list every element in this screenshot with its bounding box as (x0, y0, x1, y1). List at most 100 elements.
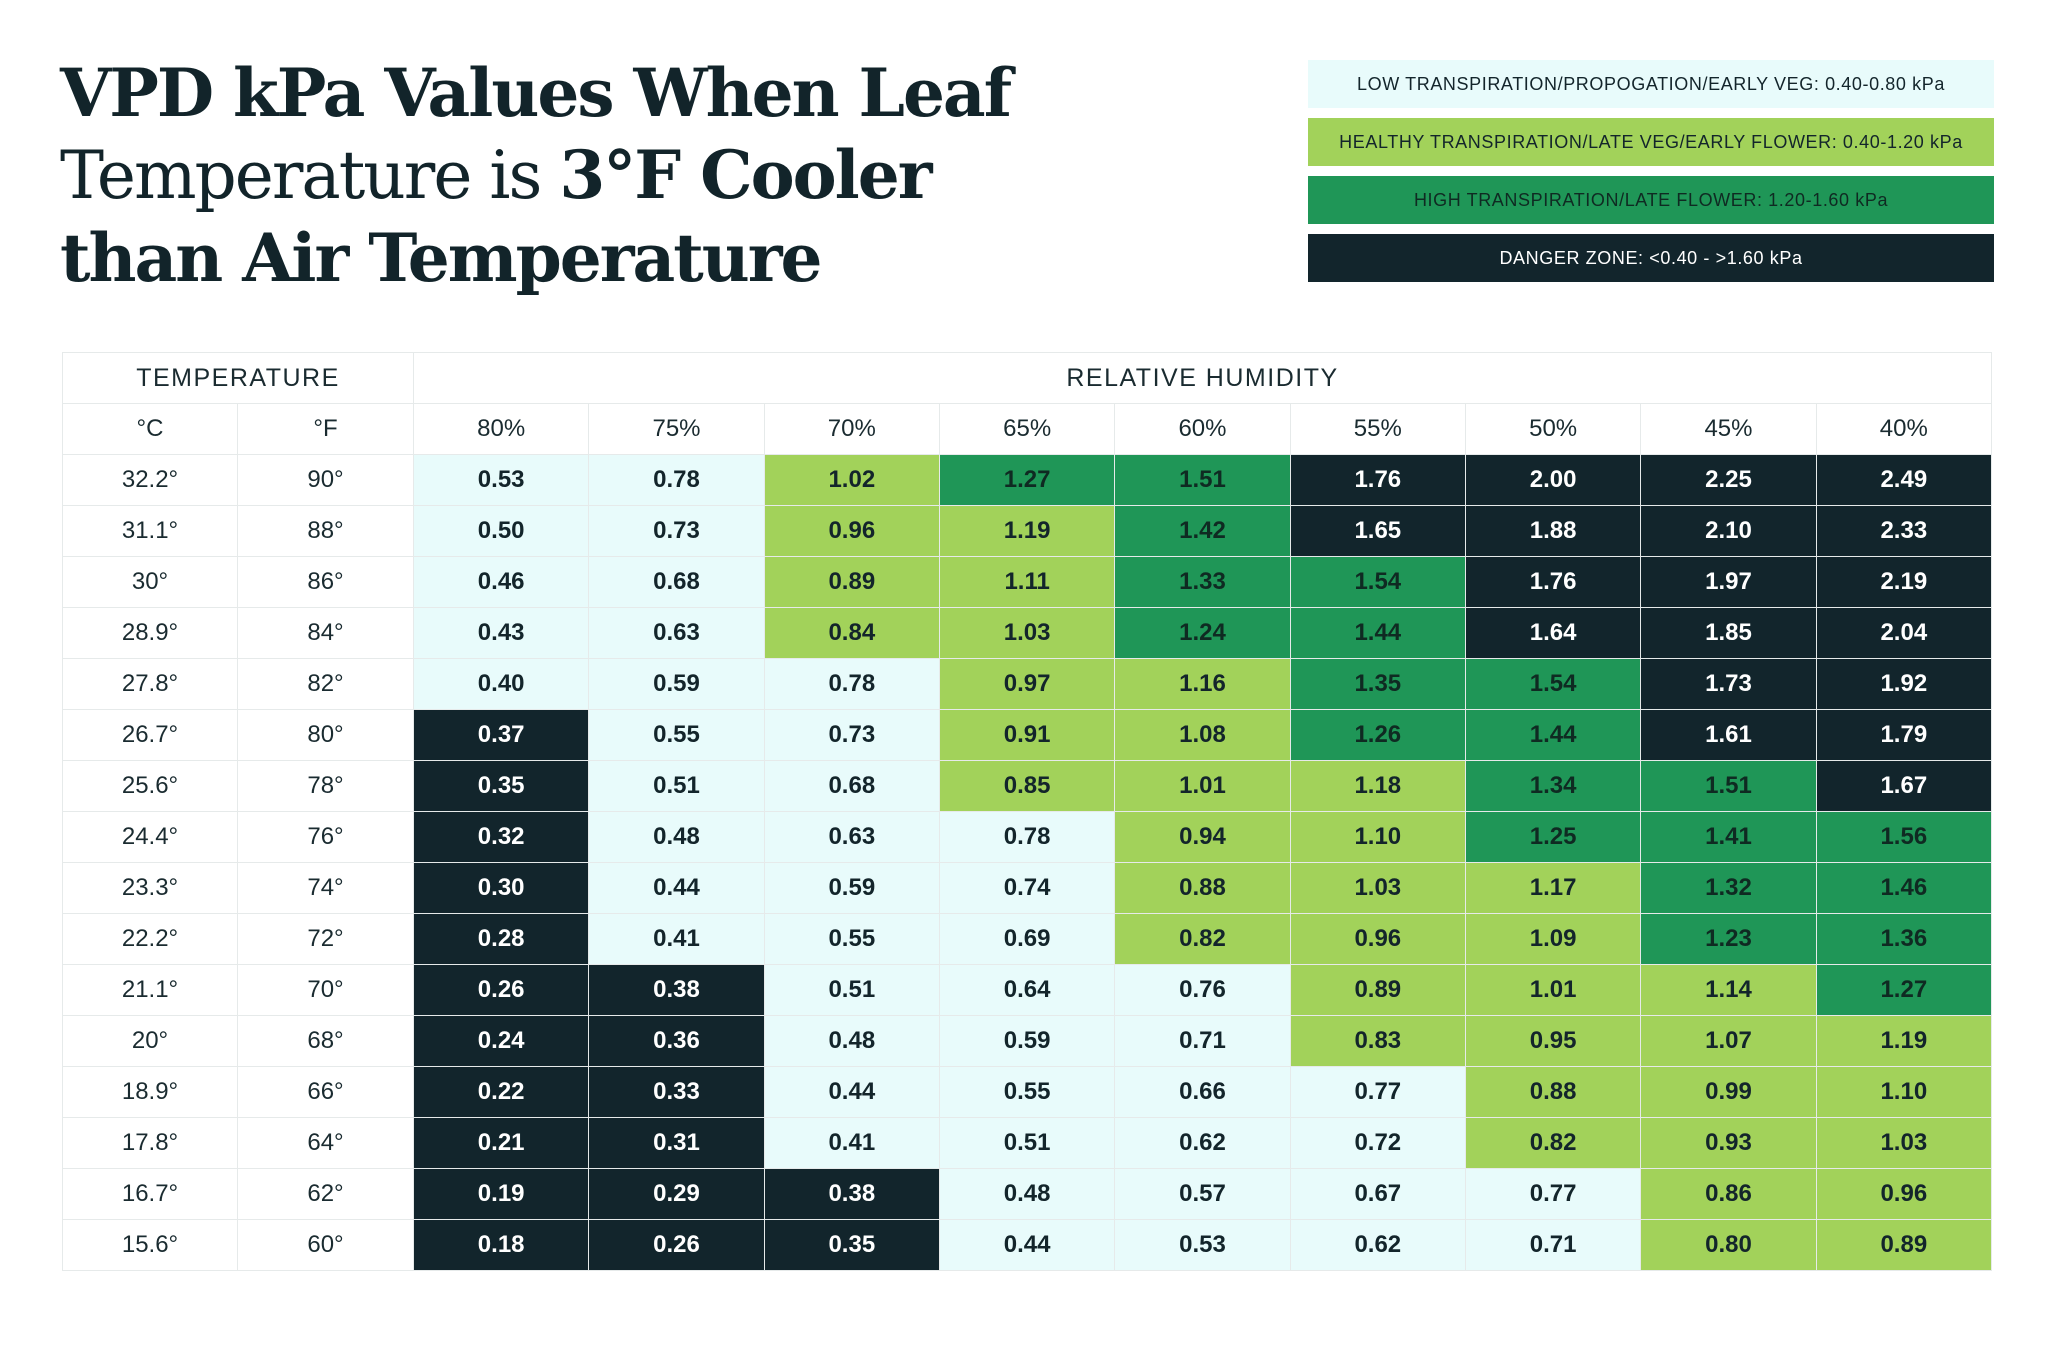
vpd-cell: 0.38 (763, 1168, 940, 1220)
table-row: 15.6° 60° 0.18 0.26 0.35 0.44 0.53 0.62 0.71 0.80… (62, 1219, 1993, 1271)
vpd-cell: 0.63 (588, 607, 765, 659)
vpd-cell: 0.68 (588, 556, 765, 608)
humidity-label: 55% (1289, 403, 1466, 455)
temp-fahrenheit: 62° (237, 1168, 414, 1220)
vpd-cell: 1.26 (1289, 709, 1466, 761)
vpd-cell: 0.86 (1640, 1168, 1817, 1220)
vpd-cell: 1.41 (1640, 811, 1817, 863)
vpd-cell: 0.55 (938, 1066, 1116, 1118)
vpd-cell: 2.49 (1815, 454, 1993, 506)
vpd-cell: 0.41 (588, 913, 765, 965)
table-row: 22.2° 72° 0.28 0.41 0.55 0.69 0.82 0.96 1.09 1.23… (62, 913, 1993, 965)
vpd-cell: 1.51 (1640, 760, 1817, 812)
vpd-cell: 0.59 (938, 1015, 1116, 1067)
vpd-cell: 1.09 (1464, 913, 1642, 965)
vpd-cell: 1.61 (1640, 709, 1817, 761)
temp-fahrenheit: 60° (237, 1219, 414, 1271)
vpd-cell: 0.78 (763, 658, 940, 710)
vpd-cell: 1.56 (1815, 811, 1993, 863)
temp-celsius: 18.9° (62, 1066, 238, 1118)
vpd-table: TEMPERATURE RELATIVE HUMIDITY °C °F 80% 7… (62, 352, 1993, 1271)
vpd-cell: 0.94 (1114, 811, 1291, 863)
vpd-cell: 1.02 (763, 454, 940, 506)
temp-celsius: 31.1° (62, 505, 238, 557)
vpd-cell: 1.01 (1114, 760, 1291, 812)
vpd-cell: 0.62 (1289, 1219, 1466, 1271)
vpd-cell: 0.26 (412, 964, 590, 1016)
vpd-cell: 0.44 (763, 1066, 940, 1118)
temp-celsius: 26.7° (62, 709, 238, 761)
vpd-cell: 1.32 (1640, 862, 1817, 914)
temp-celsius: 27.8° (62, 658, 238, 710)
vpd-cell: 1.64 (1464, 607, 1642, 659)
vpd-cell: 0.82 (1464, 1117, 1642, 1169)
temp-fahrenheit: 78° (237, 760, 414, 812)
vpd-cell: 0.41 (763, 1117, 940, 1169)
vpd-cell: 1.19 (1815, 1015, 1993, 1067)
humidity-label: 65% (938, 403, 1116, 455)
table-row: 21.1° 70° 0.26 0.38 0.51 0.64 0.76 0.89 1.01 1.14… (62, 964, 1993, 1016)
vpd-cell: 0.21 (412, 1117, 590, 1169)
vpd-cell: 0.96 (1289, 913, 1466, 965)
vpd-cell: 1.11 (938, 556, 1116, 608)
vpd-cell: 1.19 (938, 505, 1116, 557)
vpd-cell: 0.91 (938, 709, 1116, 761)
vpd-cell: 0.95 (1464, 1015, 1642, 1067)
vpd-cell: 0.50 (412, 505, 590, 557)
temp-fahrenheit: 80° (237, 709, 414, 761)
vpd-cell: 0.64 (938, 964, 1116, 1016)
table-row: 18.9° 66° 0.22 0.33 0.44 0.55 0.66 0.77 0.88 0.99… (62, 1066, 1993, 1118)
table-row: 20° 68° 0.24 0.36 0.48 0.59 0.71 0.83 0.95 1.07 1.… (62, 1015, 1993, 1067)
vpd-cell: 1.88 (1464, 505, 1642, 557)
vpd-cell: 1.36 (1815, 913, 1993, 965)
vpd-cell: 0.69 (938, 913, 1116, 965)
vpd-cell: 1.79 (1815, 709, 1993, 761)
vpd-cell: 0.78 (588, 454, 765, 506)
vpd-cell: 0.82 (1114, 913, 1291, 965)
temp-celsius: 22.2° (62, 913, 238, 965)
temp-celsius: 24.4° (62, 811, 238, 863)
vpd-cell: 0.71 (1464, 1219, 1642, 1271)
vpd-cell: 1.44 (1464, 709, 1642, 761)
vpd-cell: 0.37 (412, 709, 590, 761)
vpd-cell: 1.27 (1815, 964, 1993, 1016)
vpd-cell: 0.44 (938, 1219, 1116, 1271)
vpd-cell: 0.89 (1815, 1219, 1993, 1271)
temp-fahrenheit: 82° (237, 658, 414, 710)
vpd-cell: 1.23 (1640, 913, 1817, 965)
vpd-cell: 0.40 (412, 658, 590, 710)
vpd-cell: 0.85 (938, 760, 1116, 812)
vpd-cell: 0.72 (1289, 1117, 1466, 1169)
vpd-cell: 0.46 (412, 556, 590, 608)
vpd-cell: 1.46 (1815, 862, 1993, 914)
vpd-cell: 0.59 (763, 862, 940, 914)
vpd-cell: 0.31 (588, 1117, 765, 1169)
vpd-cell: 0.43 (412, 607, 590, 659)
vpd-cell: 0.93 (1640, 1117, 1817, 1169)
vpd-cell: 0.35 (412, 760, 590, 812)
vpd-cell: 0.32 (412, 811, 590, 863)
vpd-cell: 0.55 (588, 709, 765, 761)
vpd-cell: 0.48 (588, 811, 765, 863)
header-row: TEMPERATURE RELATIVE HUMIDITY (62, 352, 1992, 404)
title-line-1: VPD kPa Values When Leaf (60, 54, 1012, 132)
humidity-label: 40% (1815, 403, 1993, 455)
vpd-cell: 0.88 (1464, 1066, 1642, 1118)
title-line-3: than Air Temperature (60, 219, 823, 297)
vpd-cell: 1.65 (1289, 505, 1466, 557)
humidity-header: RELATIVE HUMIDITY (413, 352, 1992, 404)
temp-celsius: 28.9° (62, 607, 238, 659)
vpd-cell: 0.29 (588, 1168, 765, 1220)
legend: LOW TRANSPIRATION/PROPOGATION/EARLY VEG:… (1308, 60, 1994, 292)
vpd-cell: 1.18 (1289, 760, 1466, 812)
vpd-cell: 0.97 (938, 658, 1116, 710)
vpd-cell: 1.10 (1289, 811, 1466, 863)
title-line-2: Temperature is 3°F Cooler (60, 134, 933, 217)
vpd-cell: 0.80 (1640, 1219, 1817, 1271)
vpd-cell: 0.53 (412, 454, 590, 506)
temp-celsius: 15.6° (62, 1219, 238, 1271)
vpd-cell: 0.48 (938, 1168, 1116, 1220)
vpd-cell: 1.16 (1114, 658, 1291, 710)
temp-celsius: 32.2° (62, 454, 238, 506)
table-row: 30° 86° 0.46 0.68 0.89 1.11 1.33 1.54 1.76 1.97 2.… (62, 556, 1993, 608)
